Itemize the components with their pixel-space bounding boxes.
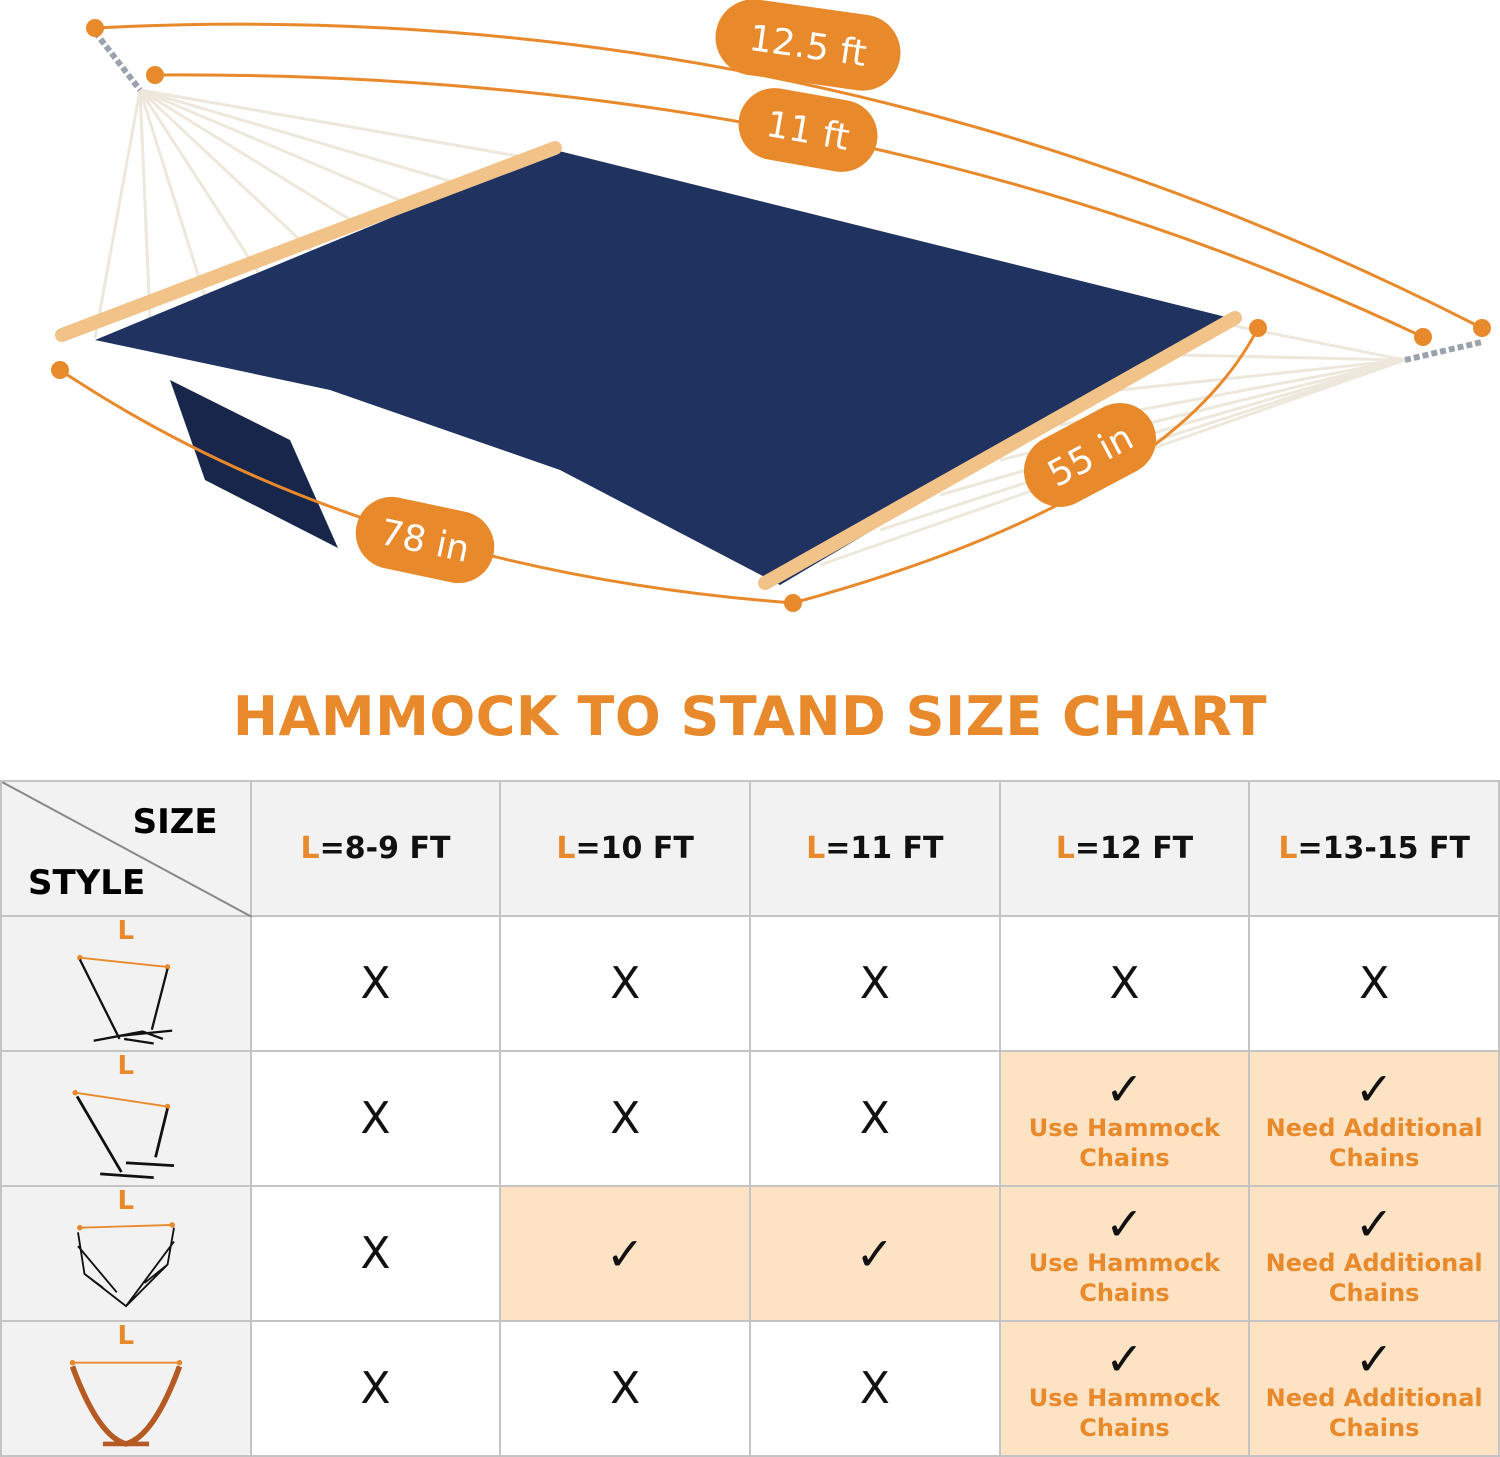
length-label: L [117,1050,135,1081]
check-mark: ✓ [1105,1331,1144,1386]
compatibility-cell: X [748,1050,1001,1187]
column-header: L=12 FT [998,780,1251,917]
compatibility-cell: ✓ Use Hammock Chains [998,1320,1251,1457]
x-mark: X [1109,958,1140,1009]
compatibility-cell: ✓ [499,1185,751,1322]
check-mark: ✓ [605,1226,645,1281]
compatibility-cell: ✓ Use Hammock Chains [998,1050,1251,1187]
style-label: STYLE [28,863,146,903]
length-label: L [117,1320,135,1351]
table-row: L X X X ✓ Use Hammock Chains ✓ Need Additional C… [0,1050,1500,1187]
rope-strings-left [93,88,541,339]
x-mark: X [859,1363,890,1414]
compatibility-cell: ✓ Use Hammock Chains [998,1185,1251,1322]
label-overall-length: 12.5 ft [715,0,901,91]
cell-note: Chains [1328,1143,1420,1172]
check-mark: ✓ [1354,1331,1394,1386]
compatibility-cell: ✓ Need Additional Chains [1248,1185,1500,1322]
column-header: L=8-9 FT [249,780,502,917]
compatibility-cell: X [499,1320,751,1457]
compatibility-cell: X [249,1320,502,1457]
label-bed-side: 78 in [355,496,495,584]
chain-left [92,30,143,92]
compatibility-cell: X [249,915,502,1052]
pillow-pocket [170,380,338,548]
size-chart-table: SIZE STYLE L=8-9 FT L=10 FT L=11 FT L=12… [0,780,1500,1457]
compatibility-cell: X [998,915,1251,1052]
column-header: L=11 FT [748,780,1001,917]
cell-note: Chains [1079,1413,1170,1442]
check-mark: ✓ [1105,1061,1144,1116]
wooden-arc-stand-icon [69,1359,183,1447]
compatibility-cell: ✓ Need Additional Chains [1248,1050,1500,1187]
style-cell: L [0,1320,252,1457]
compatibility-cell: ✓ Need Additional Chains [1248,1320,1500,1457]
compatibility-cell: X [1248,915,1500,1052]
length-label: L [117,1185,135,1216]
hammock-illustration: 12.5 ft 11 ft 55 in 78 in [51,0,1491,612]
x-mark: X [360,1228,391,1279]
compatibility-cell: X [748,915,1001,1052]
hammock-fabric [95,150,1230,585]
compatibility-cell: X [748,1320,1001,1457]
table-row: L X X X X X [0,915,1500,1052]
cell-note: Need Additional [1265,1113,1483,1142]
length-label: L [117,915,135,946]
page-title: HAMMOCK TO STAND SIZE CHART [232,685,1268,748]
cell-note: Use Hammock [1028,1248,1221,1277]
compatibility-cell: X [249,1185,502,1322]
column-header: L=10 FT [499,780,751,917]
cell-note: Chains [1328,1413,1420,1442]
label-bed-length: 11 ft [738,88,878,172]
cell-note: Need Additional [1265,1383,1483,1412]
spreader-bar-right [758,311,1242,590]
check-mark: ✓ [855,1226,895,1281]
compatibility-cell: ✓ [748,1185,1001,1322]
diagonal-divider [2,782,252,917]
cell-note: Chains [1079,1278,1170,1307]
size-label: SIZE [132,802,218,842]
folding-stand-icon [76,1221,175,1307]
check-mark: ✓ [1354,1061,1394,1116]
steel-stand-2-beam-icon [72,1089,174,1179]
check-mark: ✓ [1354,1196,1394,1251]
style-cell: L [0,1050,252,1187]
cell-note: Chains [1328,1278,1420,1307]
x-mark: X [360,1363,391,1414]
x-mark: X [610,958,641,1009]
x-mark: X [859,958,890,1009]
compatibility-cell: X [499,915,751,1052]
chain-right [1404,339,1483,363]
x-mark: X [859,1093,890,1144]
table-row: L X X X ✓ Use Hammock Chains ✓ Need Additional C… [0,1320,1500,1457]
style-cell: L [0,1185,252,1322]
compatibility-cell: X [499,1050,751,1187]
cell-note: Use Hammock [1028,1383,1221,1412]
table-header-row: SIZE STYLE L=8-9 FT L=10 FT L=11 FT L=12… [0,780,1500,917]
table-row: L X ✓ ✓ ✓ Use Hammock Chains ✓ Need Additional C… [0,1185,1500,1322]
cell-note: Chains [1079,1143,1170,1172]
x-mark: X [610,1363,641,1414]
column-header: L=13-15 FT [1248,780,1500,917]
steel-stand-3-beam-icon [76,954,173,1045]
x-mark: X [360,1093,391,1144]
x-mark: X [1359,958,1390,1009]
x-mark: X [360,958,391,1009]
spreader-bar-left [55,141,562,342]
check-mark: ✓ [1105,1196,1144,1251]
cell-note: Use Hammock [1028,1113,1221,1142]
dimension-endpoints [51,19,1491,612]
style-cell: L [0,915,252,1052]
compatibility-cell: X [249,1050,502,1187]
x-mark: X [610,1093,641,1144]
corner-cell: SIZE STYLE [0,780,252,917]
cell-note: Need Additional [1265,1248,1483,1277]
